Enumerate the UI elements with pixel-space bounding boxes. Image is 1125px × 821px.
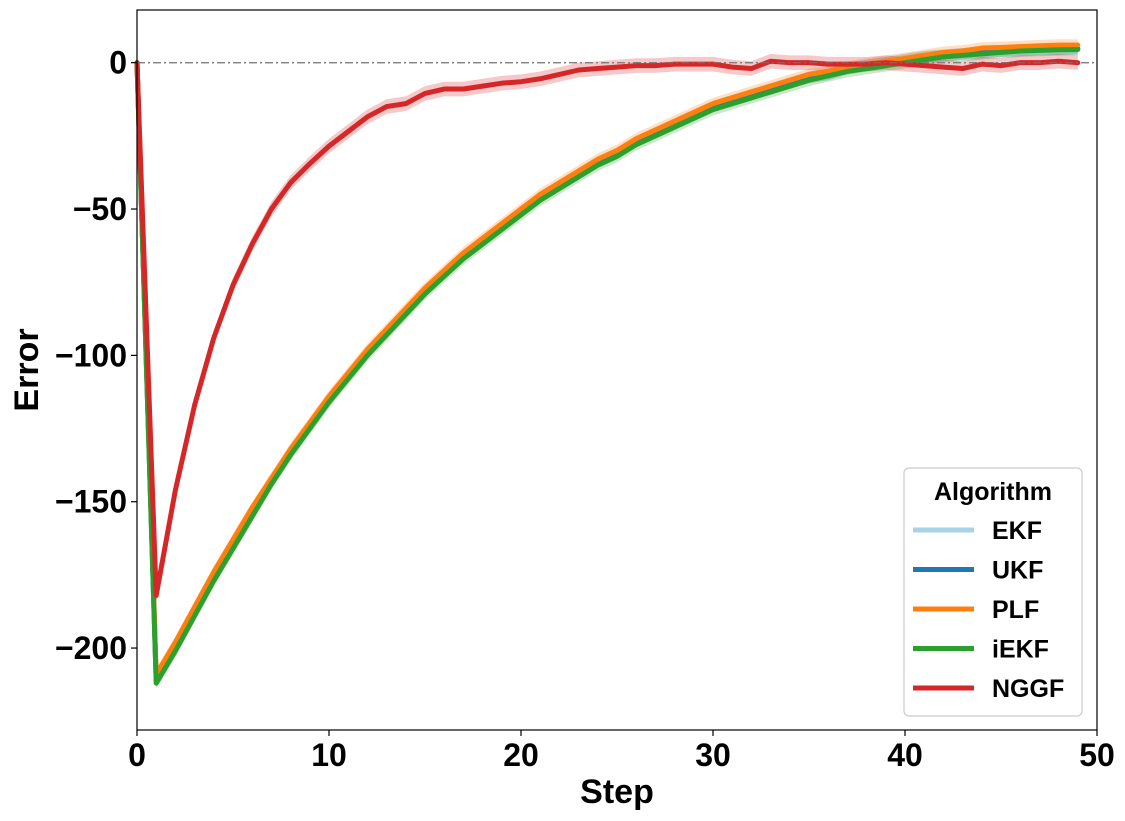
x-tick-label: 30 <box>695 737 731 773</box>
legend-label-nggf: NGGF <box>992 675 1064 703</box>
x-axis-label: Step <box>580 773 654 811</box>
x-axis-ticks: 0 10 20 30 40 50 <box>128 730 1115 773</box>
legend-label-iekf: iEKF <box>992 636 1049 664</box>
series-line-iekf <box>134 47 1081 686</box>
legend: Algorithm EKF UKF PLF iEKF NGGF <box>903 467 1083 717</box>
x-tick-label: 40 <box>887 737 923 773</box>
series-line-plf <box>134 42 1081 677</box>
y-tick-label: −200 <box>55 630 127 666</box>
legend-title: Algorithm <box>934 478 1052 506</box>
y-tick-label: −100 <box>55 337 127 373</box>
x-tick-label: 0 <box>128 737 146 773</box>
series-line-nggf <box>134 58 1081 598</box>
plot-frame <box>136 9 1098 731</box>
legend-label-ukf: UKF <box>992 557 1043 585</box>
x-tick-label: 50 <box>1079 737 1115 773</box>
y-axis-ticks: 0 −50 −100 −150 −200 <box>55 45 137 666</box>
y-tick-label: −50 <box>73 191 127 227</box>
x-tick-label: 10 <box>311 737 347 773</box>
series-lines <box>134 42 1097 686</box>
x-tick-label: 20 <box>503 737 539 773</box>
legend-items: EKF UKF PLF iEKF NGGF <box>913 517 1064 703</box>
y-tick-label: −150 <box>55 484 127 520</box>
legend-label-plf: PLF <box>992 596 1039 624</box>
legend-label-ekf: EKF <box>992 517 1042 545</box>
y-axis-label: Error <box>8 328 46 411</box>
y-tick-label: 0 <box>109 45 127 81</box>
